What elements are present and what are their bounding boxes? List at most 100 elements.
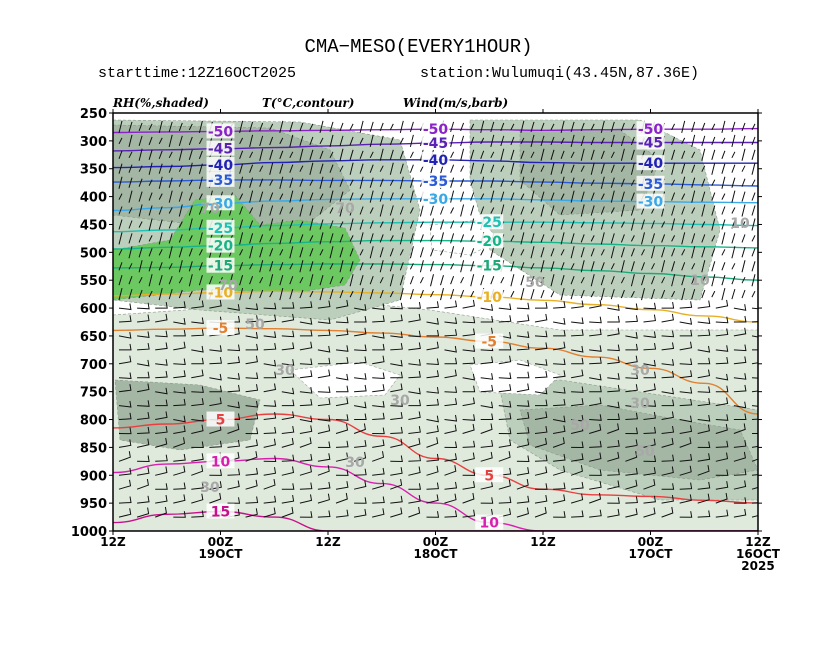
- wind-barb: [408, 359, 421, 366]
- wind-barb: [490, 151, 495, 159]
- x-tick-label: 12Z: [530, 535, 556, 549]
- wind-barb: [390, 467, 403, 476]
- wind-barb: [426, 318, 439, 325]
- wind-barb: [751, 335, 758, 338]
- wind-barb: [349, 218, 354, 231]
- wind-barb: [590, 149, 595, 160]
- wind-barb: [281, 399, 295, 407]
- wind-barb: [540, 135, 545, 147]
- wind-barb: [733, 440, 747, 448]
- rh-label: 50: [635, 444, 655, 460]
- wind-barb: [553, 398, 566, 407]
- wind-barb: [643, 331, 657, 338]
- wind-barb: [462, 357, 476, 365]
- wind-barb: [263, 302, 277, 310]
- station-label: station:Wulumuqi(43.45N,87.36E): [420, 65, 700, 82]
- y-tick-label: 500: [80, 246, 107, 261]
- temp-label-bg--50: [636, 121, 665, 137]
- wind-barb: [534, 506, 547, 518]
- wind-barb: [158, 232, 163, 245]
- temp-label-5: 5: [484, 468, 494, 484]
- wind-barb: [299, 482, 313, 490]
- wind-barb: [540, 247, 545, 258]
- wind-barb: [389, 179, 394, 186]
- temp-label-10: 10: [480, 516, 500, 532]
- wind-barb: [560, 219, 565, 230]
- wind-barb: [681, 137, 686, 145]
- wind-barb: [741, 122, 746, 132]
- wind-barb: [369, 164, 374, 173]
- wind-barb: [198, 275, 203, 286]
- temp-label--5: -5: [213, 321, 229, 337]
- wind-barb: [191, 481, 204, 490]
- wind-barb: [643, 426, 657, 434]
- y-tick-label: 550: [80, 274, 107, 289]
- temp-label--30: -30: [423, 192, 449, 208]
- wind-barb: [462, 316, 476, 324]
- wind-barb: [317, 386, 331, 393]
- wind-barb: [239, 193, 244, 200]
- wind-barb: [317, 510, 331, 518]
- wind-barb: [498, 427, 512, 435]
- wind-barb: [510, 179, 515, 186]
- wind-barb: [681, 249, 686, 256]
- wind-barb: [408, 302, 421, 309]
- wind-barb: [354, 468, 367, 476]
- wind-barb: [155, 370, 168, 379]
- wind-barb: [691, 151, 696, 159]
- y-tick-label: 1000: [71, 525, 107, 540]
- wind-barb: [399, 137, 404, 145]
- wind-barb: [540, 234, 545, 243]
- wind-barb: [426, 398, 439, 407]
- wind-barb: [721, 150, 726, 159]
- wind-barb: [299, 358, 313, 366]
- wind-barb: [661, 289, 666, 299]
- wind-barb: [721, 163, 726, 174]
- wind-barb: [510, 274, 515, 287]
- wind-barb: [138, 148, 143, 161]
- wind-barb: [249, 134, 254, 148]
- wind-barb: [701, 165, 706, 172]
- wind-barb: [128, 134, 133, 148]
- wind-barb: [715, 373, 729, 381]
- temp-label-bg--45: [206, 140, 235, 156]
- wind-barb: [607, 315, 620, 323]
- wind-barb: [697, 345, 711, 353]
- wind-barb: [580, 260, 585, 273]
- wind-barb: [490, 246, 495, 259]
- wind-barb: [188, 179, 193, 186]
- wind-barb: [390, 302, 403, 310]
- wind-barb: [679, 453, 693, 462]
- wind-barb: [620, 260, 625, 273]
- wind-barb: [731, 134, 736, 148]
- wind-barb: [191, 465, 204, 476]
- wind-barb: [263, 479, 276, 490]
- wind-barb: [178, 221, 183, 228]
- wind-barb: [721, 275, 726, 286]
- wind-barb: [128, 207, 133, 214]
- wind-barb: [118, 479, 132, 490]
- wind-barb: [148, 248, 153, 257]
- wind-barb: [419, 204, 424, 217]
- wind-barb: [227, 344, 241, 352]
- wind-barb: [490, 164, 495, 173]
- wind-barb: [173, 341, 186, 351]
- wind-barb: [620, 289, 625, 299]
- wind-barb: [390, 400, 403, 407]
- temp-label--30: -30: [638, 195, 664, 211]
- wind-barb: [317, 369, 331, 379]
- wind-barb: [118, 137, 123, 145]
- wind-barb: [671, 274, 676, 287]
- wind-barb: [590, 274, 595, 287]
- wind-barb: [209, 357, 222, 365]
- wind-barb: [399, 206, 404, 215]
- wind-barb: [580, 221, 585, 228]
- wind-barb: [630, 149, 635, 160]
- temp-label--50: -50: [638, 122, 664, 138]
- wind-barb: [553, 387, 566, 394]
- wind-barb: [462, 345, 476, 352]
- wind-barb: [460, 260, 465, 273]
- wind-barb: [136, 479, 149, 490]
- wind-barb: [715, 481, 729, 490]
- wind-barb: [369, 177, 374, 188]
